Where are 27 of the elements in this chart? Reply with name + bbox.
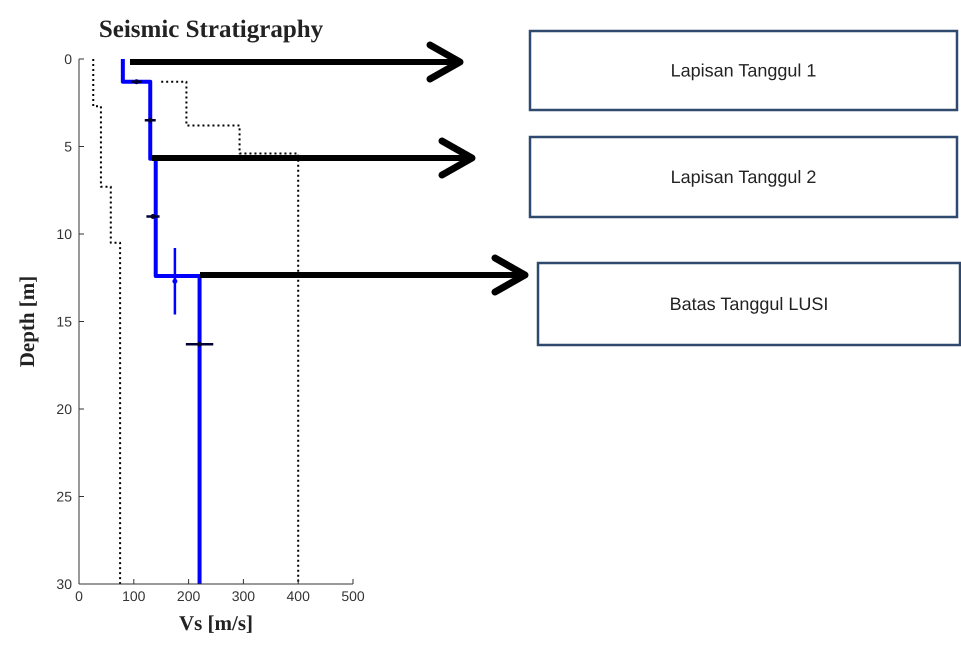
chart-title: Seismic Stratigraphy xyxy=(98,16,324,43)
y-tick-label: 20 xyxy=(56,400,72,417)
point xyxy=(172,278,178,284)
text: Batas Tanggul LUSI xyxy=(670,294,828,314)
x-tick-label: 200 xyxy=(176,588,200,604)
y-tick-label: 10 xyxy=(56,226,72,242)
y-tick-label: 25 xyxy=(56,488,72,504)
x-tick-label: 400 xyxy=(286,588,310,604)
point xyxy=(148,118,153,123)
text: Lapisan Tanggul 2 xyxy=(670,167,816,187)
line-series xyxy=(160,80,300,584)
point xyxy=(150,214,156,219)
point xyxy=(197,342,202,347)
line-series xyxy=(120,59,202,584)
y-tick-label: 0 xyxy=(64,50,72,67)
y-tick-label: 30 xyxy=(56,576,72,592)
line-series xyxy=(92,59,122,584)
x-tick-label: 0 xyxy=(75,588,84,604)
y-tick-label: 15 xyxy=(56,313,72,330)
x-tick-label: 500 xyxy=(341,588,365,604)
x-tick-label: 100 xyxy=(122,588,146,604)
text: Lapisan Tanggul 1 xyxy=(670,60,816,80)
x-tick-label: 300 xyxy=(232,588,256,604)
y-axis-title: Depth [m] xyxy=(15,276,39,368)
x-axis-title: Vs [m/s] xyxy=(178,611,254,635)
y-tick-label: 5 xyxy=(64,138,72,154)
point xyxy=(134,79,140,84)
